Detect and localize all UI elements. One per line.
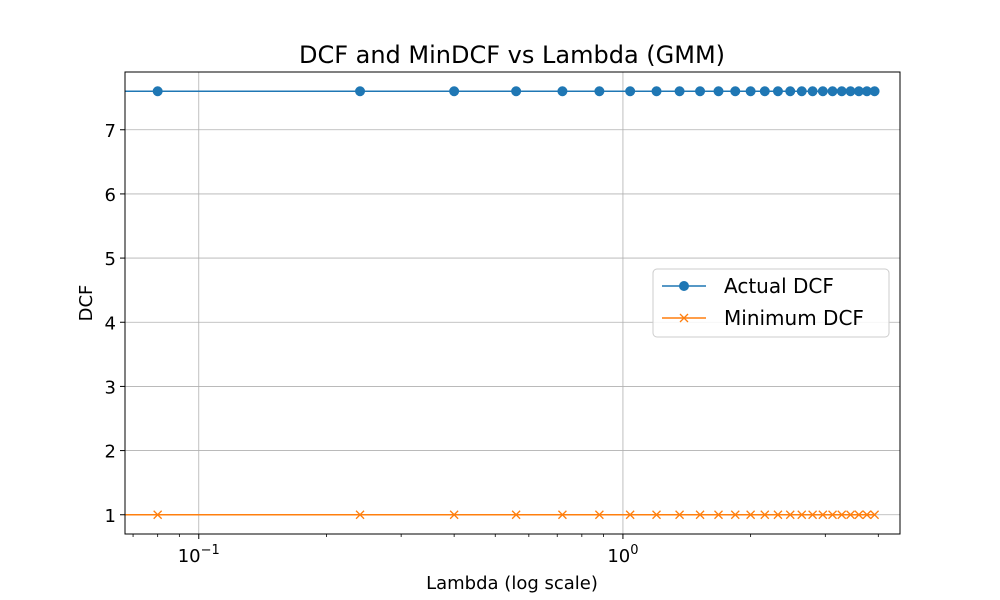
series-1 xyxy=(125,86,880,97)
data-point-x xyxy=(153,510,163,520)
data-point-x xyxy=(870,510,880,520)
y-tick-label: 2 xyxy=(105,442,116,463)
data-point-circle xyxy=(557,86,568,97)
data-point-circle xyxy=(817,86,828,97)
data-point-x xyxy=(355,510,365,520)
data-point-circle xyxy=(807,86,818,97)
y-tick-label: 4 xyxy=(105,313,116,334)
data-point-x xyxy=(797,510,807,520)
data-point-x xyxy=(730,510,740,520)
y-tick-label: 7 xyxy=(105,121,116,142)
data-point-x xyxy=(625,510,635,520)
data-point-circle xyxy=(827,86,838,97)
data-point-circle xyxy=(785,86,796,97)
data-point-x xyxy=(594,510,604,520)
data-point-circle xyxy=(511,86,522,97)
data-point-x xyxy=(846,510,855,520)
data-point-circle xyxy=(651,86,662,97)
data-point-x xyxy=(449,510,459,520)
data-point-circle xyxy=(730,86,741,97)
series-layer xyxy=(125,86,880,520)
data-point-circle xyxy=(355,86,366,97)
data-point-circle xyxy=(713,86,724,97)
data-point-x xyxy=(760,510,770,520)
data-point-x xyxy=(557,510,567,520)
legend-marker xyxy=(679,313,689,323)
data-point-x xyxy=(785,510,795,520)
data-point-circle xyxy=(594,86,605,97)
data-point-circle xyxy=(759,86,770,97)
legend: Actual DCF Minimum DCF xyxy=(652,268,890,338)
data-point-circle xyxy=(449,86,460,97)
legend-box xyxy=(652,268,890,338)
legend-marker xyxy=(679,281,689,291)
x-tick-label: 10−1 xyxy=(178,543,220,567)
y-axis-label: DCF xyxy=(76,285,97,322)
data-point-x xyxy=(746,510,756,520)
data-point-circle xyxy=(796,86,807,97)
ticks: 1 2 3 4 5 6 7 10−1 100 xyxy=(105,121,879,567)
data-point-x xyxy=(818,510,828,520)
y-tick-label: 1 xyxy=(105,506,116,527)
data-point-x xyxy=(854,510,864,520)
data-point-x xyxy=(773,510,783,520)
data-point-x xyxy=(714,510,723,520)
data-point-circle xyxy=(869,86,880,97)
legend-label: Actual DCF xyxy=(724,274,834,298)
data-point-circle xyxy=(152,86,163,97)
data-point-x xyxy=(675,510,685,520)
data-point-x xyxy=(862,510,872,520)
y-tick-label: 6 xyxy=(105,185,116,206)
data-point-circle xyxy=(695,86,706,97)
plot-area-frame xyxy=(124,71,901,535)
data-point-circle xyxy=(845,86,856,97)
series-2 xyxy=(125,510,880,520)
data-point-x xyxy=(652,510,661,520)
legend-entry-1: Actual DCF xyxy=(662,274,834,298)
y-tick-label: 3 xyxy=(105,377,116,398)
x-axis-label: Lambda (log scale) xyxy=(426,573,598,594)
data-point-circle xyxy=(772,86,783,97)
x-tick-label: 100 xyxy=(607,543,638,567)
data-point-circle xyxy=(836,86,847,97)
data-point-x xyxy=(837,510,847,520)
y-tick-label: 5 xyxy=(105,249,116,270)
data-point-circle xyxy=(625,86,636,97)
data-point-x xyxy=(808,510,818,520)
legend-entry-2: Minimum DCF xyxy=(662,306,864,330)
data-point-x xyxy=(828,510,837,520)
legend-label: Minimum DCF xyxy=(724,306,864,330)
chart-title: DCF and MinDCF vs Lambda (GMM) xyxy=(299,41,725,69)
data-point-x xyxy=(511,510,521,520)
data-point-x xyxy=(695,510,705,520)
data-point-circle xyxy=(674,86,685,97)
data-point-circle xyxy=(745,86,756,97)
